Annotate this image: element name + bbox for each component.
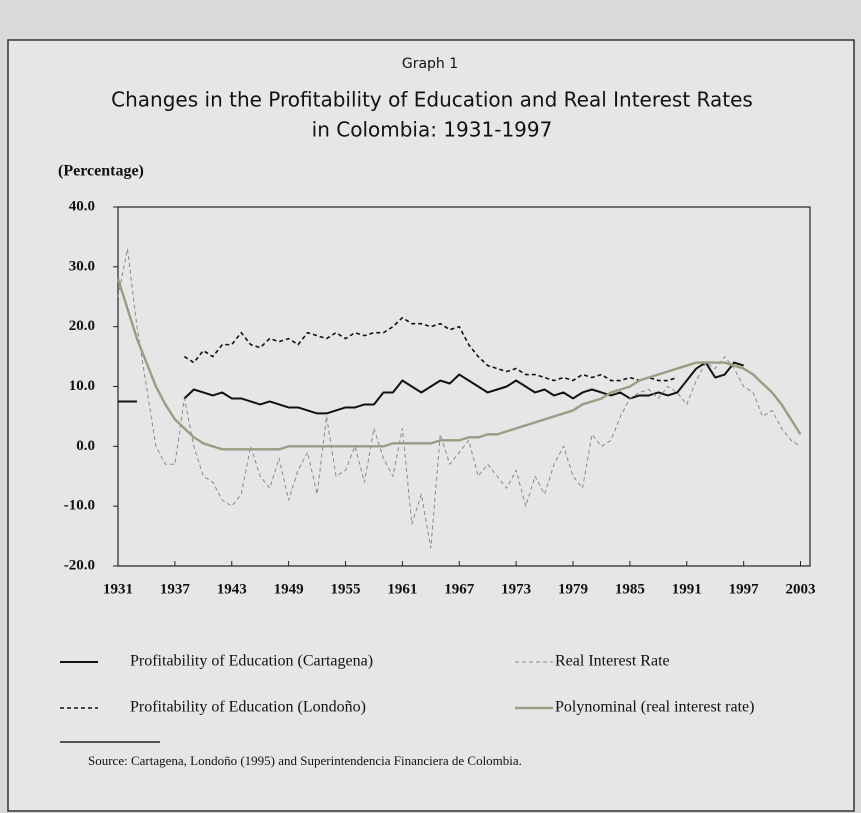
panel <box>7 39 855 812</box>
series-line <box>183 361 744 415</box>
x-tick-label: 1931 <box>103 581 133 597</box>
legend-label: Profitability of Education (Londoño) <box>130 699 366 716</box>
chart-title: in Colombia: 1931-1997 <box>312 118 553 142</box>
series-line <box>116 278 802 451</box>
y-tick-label: 40.0 <box>69 198 95 214</box>
x-tick-label: 1979 <box>558 581 588 597</box>
y-tick-label: 20.0 <box>69 318 95 334</box>
x-tick-label: 1967 <box>444 581 475 597</box>
x-tick-label: 1973 <box>501 581 531 597</box>
x-tick-label: 1955 <box>331 581 361 597</box>
y-axis-label: (Percentage) <box>58 163 144 180</box>
x-tick-label: 1991 <box>672 581 702 597</box>
x-tick-label: 1961 <box>387 581 417 597</box>
y-tick-label: 0.0 <box>76 438 95 454</box>
x-tick-label: 1985 <box>615 581 645 597</box>
legend-label: Real Interest Rate <box>555 653 670 670</box>
x-tick-label: 1937 <box>160 581 191 597</box>
x-tick-label: 1997 <box>729 581 760 597</box>
y-tick-label: 10.0 <box>69 378 95 394</box>
series-line <box>117 248 801 549</box>
y-tick-label: -10.0 <box>64 498 95 514</box>
y-tick-label: -20.0 <box>64 557 95 573</box>
legend-label: Profitability of Education (Cartagena) <box>130 653 373 670</box>
x-tick-label: 1949 <box>274 581 304 597</box>
x-tick-label: 2003 <box>786 581 816 597</box>
source: Source: Cartagena, Londoño (1995) and Su… <box>88 753 522 768</box>
y-tick-label: 30.0 <box>69 258 95 274</box>
legend-label: Polynominal (real interest rate) <box>555 699 754 716</box>
x-tick-label: 1943 <box>217 581 247 597</box>
chart-title: Changes in the Profitability of Educatio… <box>111 88 753 112</box>
caption: Graph 1 <box>402 56 458 72</box>
